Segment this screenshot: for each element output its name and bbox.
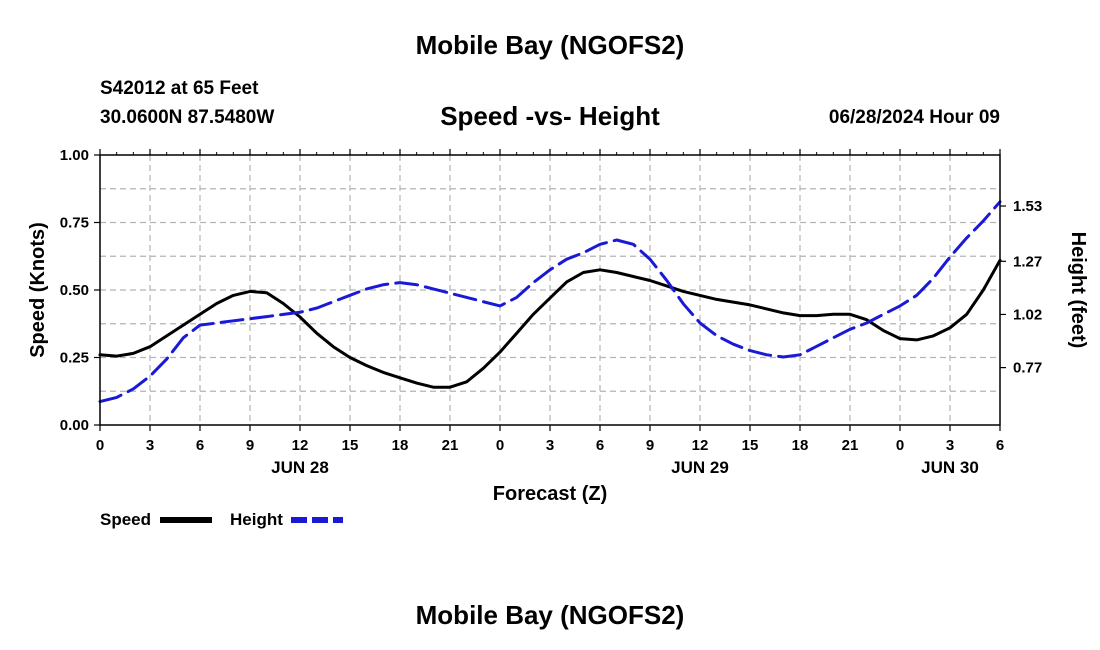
forecast-date-label: 06/28/2024 Hour 09 [828, 107, 1000, 128]
date-label: JUN 29 [671, 458, 729, 477]
station-label: S42012 at 65 Feet [100, 78, 259, 99]
x-tick-label: 18 [792, 437, 809, 454]
x-tick-label: 15 [742, 437, 759, 454]
legend: Speed Height [100, 510, 343, 529]
chart-title: Speed -vs- Height [440, 101, 660, 131]
height-series-line [98, 200, 1002, 404]
y2-axis-title: Height (feet) [1067, 232, 1089, 349]
x-tick-label: 0 [896, 437, 904, 454]
x-tick-label: 3 [546, 437, 554, 454]
x-tick-label: 18 [392, 437, 409, 454]
y2-tick-label: 1.27 [1013, 253, 1042, 270]
y2-tick-label: 1.53 [1013, 198, 1042, 215]
y-tick-label: 0.25 [60, 350, 89, 367]
x-tick-label: 15 [342, 437, 359, 454]
y-tick-label: 0.50 [60, 282, 89, 299]
date-label: JUN 30 [921, 458, 979, 477]
series-lines [98, 200, 1002, 404]
grid-lines [100, 155, 1000, 425]
y-tick-label: 0.75 [60, 215, 89, 232]
y-tick-label: 1.00 [60, 147, 89, 164]
x-tick-label: 21 [842, 437, 859, 454]
x-tick-label: 0 [496, 437, 504, 454]
date-label: JUN 28 [271, 458, 329, 477]
x-tick-label: 3 [946, 437, 954, 454]
x-tick-label: 12 [692, 437, 709, 454]
x-tick-label: 6 [196, 437, 204, 454]
legend-height-label: Height [230, 510, 283, 529]
x-tick-label: 9 [246, 437, 254, 454]
coordinates-label: 30.0600N 87.5480W [100, 107, 275, 128]
x-tick-label: 9 [646, 437, 654, 454]
x-tick-label: 3 [146, 437, 154, 454]
footer-title: Mobile Bay (NGOFS2) [415, 600, 685, 630]
page-title: Mobile Bay (NGOFS2) [415, 30, 685, 60]
x-tick-label: 21 [442, 437, 459, 454]
y2-tick-label: 1.02 [1013, 306, 1042, 323]
y-tick-label: 0.00 [60, 417, 89, 434]
speed-series-line [98, 258, 1002, 389]
y2-tick-label: 0.77 [1013, 360, 1042, 377]
x-tick-label: 6 [596, 437, 604, 454]
x-tick-label: 0 [96, 437, 104, 454]
axes: 0 3 6 9 12 15 18 21 0 3 6 9 12 15 18 21 0 3 6 0.00 0.25 0.50 0… [60, 147, 1042, 477]
x-axis-title: Forecast (Z) [493, 483, 607, 505]
x-tick-label: 6 [996, 437, 1004, 454]
y-axis-title: Speed (Knots) [27, 222, 49, 358]
legend-speed-label: Speed [100, 510, 151, 529]
x-tick-label: 12 [292, 437, 309, 454]
